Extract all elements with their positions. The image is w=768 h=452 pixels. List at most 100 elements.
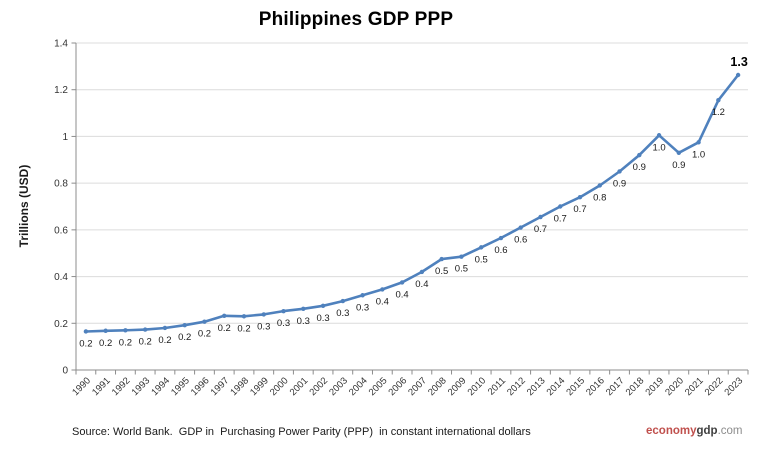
y-axis-tick-label: 1 — [62, 132, 68, 143]
x-axis-tick-label: 2001 — [288, 375, 311, 398]
data-point-marker — [696, 140, 701, 145]
data-point-label: 1.3 — [730, 55, 747, 69]
x-axis-tick-label: 1997 — [209, 375, 232, 398]
brand-com: .com — [717, 425, 743, 437]
x-axis-tick-label: 2004 — [347, 375, 370, 398]
y-axis-tick-label: 0 — [62, 366, 68, 377]
data-point-marker — [478, 245, 484, 250]
data-point-label: 0.9 — [672, 160, 685, 171]
data-point-marker — [459, 254, 464, 259]
data-point-marker — [222, 313, 227, 319]
x-axis-tick-label: 2022 — [703, 375, 726, 398]
data-point-label: 0.3 — [257, 321, 270, 332]
data-point-label: 0.7 — [573, 204, 586, 215]
x-axis-tick-label: 2005 — [367, 375, 390, 398]
data-point-marker — [281, 308, 286, 314]
data-point-marker — [142, 327, 148, 332]
data-point-label: 0.2 — [218, 323, 231, 334]
data-point-marker — [577, 194, 583, 200]
data-point-marker — [241, 314, 247, 319]
data-point-marker — [676, 150, 682, 155]
data-point-label: 0.3 — [356, 302, 369, 313]
x-axis-tick-label: 2021 — [683, 375, 706, 398]
x-axis-tick-label: 1993 — [130, 375, 153, 398]
y-axis-tick-label: 0.6 — [54, 225, 68, 236]
x-axis-tick-label: 1995 — [169, 375, 192, 398]
x-axis-tick-label: 2000 — [268, 375, 291, 398]
x-axis-tick-label: 1990 — [70, 375, 93, 398]
x-axis-tick-label: 2014 — [545, 375, 568, 398]
data-point-label: 0.2 — [79, 338, 92, 349]
x-axis-tick-label: 1999 — [248, 375, 271, 398]
data-point-marker — [399, 280, 405, 285]
y-axis-tick-label: 1.2 — [54, 85, 68, 96]
x-axis-tick-label: 2018 — [624, 375, 647, 398]
chart-title: Philippines GDP PPP — [258, 9, 454, 30]
x-axis-tick-label: 2006 — [387, 375, 410, 398]
x-axis-tick-label: 1992 — [110, 375, 133, 398]
y-axis-tick-label: 1.4 — [54, 39, 68, 50]
x-axis-tick-label: 2008 — [426, 375, 449, 398]
data-point-label: 0.7 — [554, 214, 567, 225]
x-axis-tick-label: 1991 — [90, 375, 113, 398]
data-point-marker — [419, 269, 425, 275]
brand-economy: economy — [646, 425, 697, 437]
data-point-marker — [617, 169, 622, 174]
data-point-marker — [182, 322, 187, 328]
data-point-label: 0.9 — [613, 178, 626, 189]
data-point-label: 0.3 — [277, 318, 290, 329]
x-axis-tick-label: 2010 — [466, 375, 489, 398]
gdp-line-series — [84, 73, 740, 333]
data-point-label: 0.3 — [297, 316, 310, 327]
data-point-marker — [320, 303, 326, 308]
x-axis-tick-label: 2013 — [525, 375, 548, 398]
data-point-marker — [716, 98, 721, 103]
x-axis-tick-label: 2007 — [406, 375, 429, 398]
data-point-marker — [123, 328, 128, 333]
data-point-label: 0.2 — [198, 329, 211, 340]
data-point-label: 1.2 — [712, 107, 725, 118]
x-axis-tick-label: 2012 — [505, 375, 528, 398]
data-point-marker — [360, 293, 365, 298]
x-axis-tick-label: 1994 — [149, 375, 172, 398]
x-axis-tick-label: 2020 — [663, 375, 686, 398]
data-point-marker — [656, 133, 662, 138]
data-point-marker — [162, 325, 168, 331]
brand-gdp: gdp — [696, 425, 718, 437]
data-point-marker — [202, 319, 207, 324]
x-axis-tick-label: 2003 — [327, 375, 350, 398]
data-point-label: 0.6 — [494, 245, 507, 256]
x-axis-tick-label: 2009 — [446, 375, 469, 398]
data-point-label: 0.2 — [119, 337, 132, 348]
data-point-label: 0.8 — [593, 192, 606, 203]
x-axis-tick-label: 2011 — [486, 375, 508, 397]
y-axis-tick-label: 0.4 — [54, 272, 68, 283]
x-axis-tick-label: 2019 — [643, 375, 666, 398]
x-axis-tick-label: 2017 — [604, 375, 627, 398]
data-point-label: 0.9 — [633, 162, 646, 173]
data-point-label: 0.7 — [534, 224, 547, 235]
data-point-label: 1.0 — [652, 142, 665, 153]
data-point-marker — [301, 306, 306, 312]
x-axis-tick-label: 2023 — [723, 375, 746, 398]
x-axis-tick-label: 2002 — [307, 375, 330, 398]
data-point-marker — [538, 214, 543, 220]
data-point-label: 0.4 — [376, 296, 389, 307]
data-point-marker — [439, 256, 444, 262]
data-point-label: 0.5 — [455, 264, 468, 275]
x-axis-tick-label: 2015 — [564, 375, 587, 398]
data-point-marker — [518, 225, 523, 230]
data-point-label: 0.2 — [158, 335, 171, 346]
data-point-marker — [558, 204, 563, 209]
data-point-label: 0.4 — [415, 279, 428, 290]
data-point-marker — [261, 312, 266, 317]
data-point-marker — [103, 328, 108, 333]
data-point-label: 0.2 — [178, 332, 191, 343]
data-point-label: 0.4 — [396, 289, 409, 300]
data-point-marker — [83, 329, 89, 334]
x-axis-tick-label: 1996 — [189, 375, 212, 398]
source-note: Source: World Bank. GDP in Purchasing Po… — [72, 426, 531, 438]
data-point-label: 0.2 — [237, 323, 250, 334]
